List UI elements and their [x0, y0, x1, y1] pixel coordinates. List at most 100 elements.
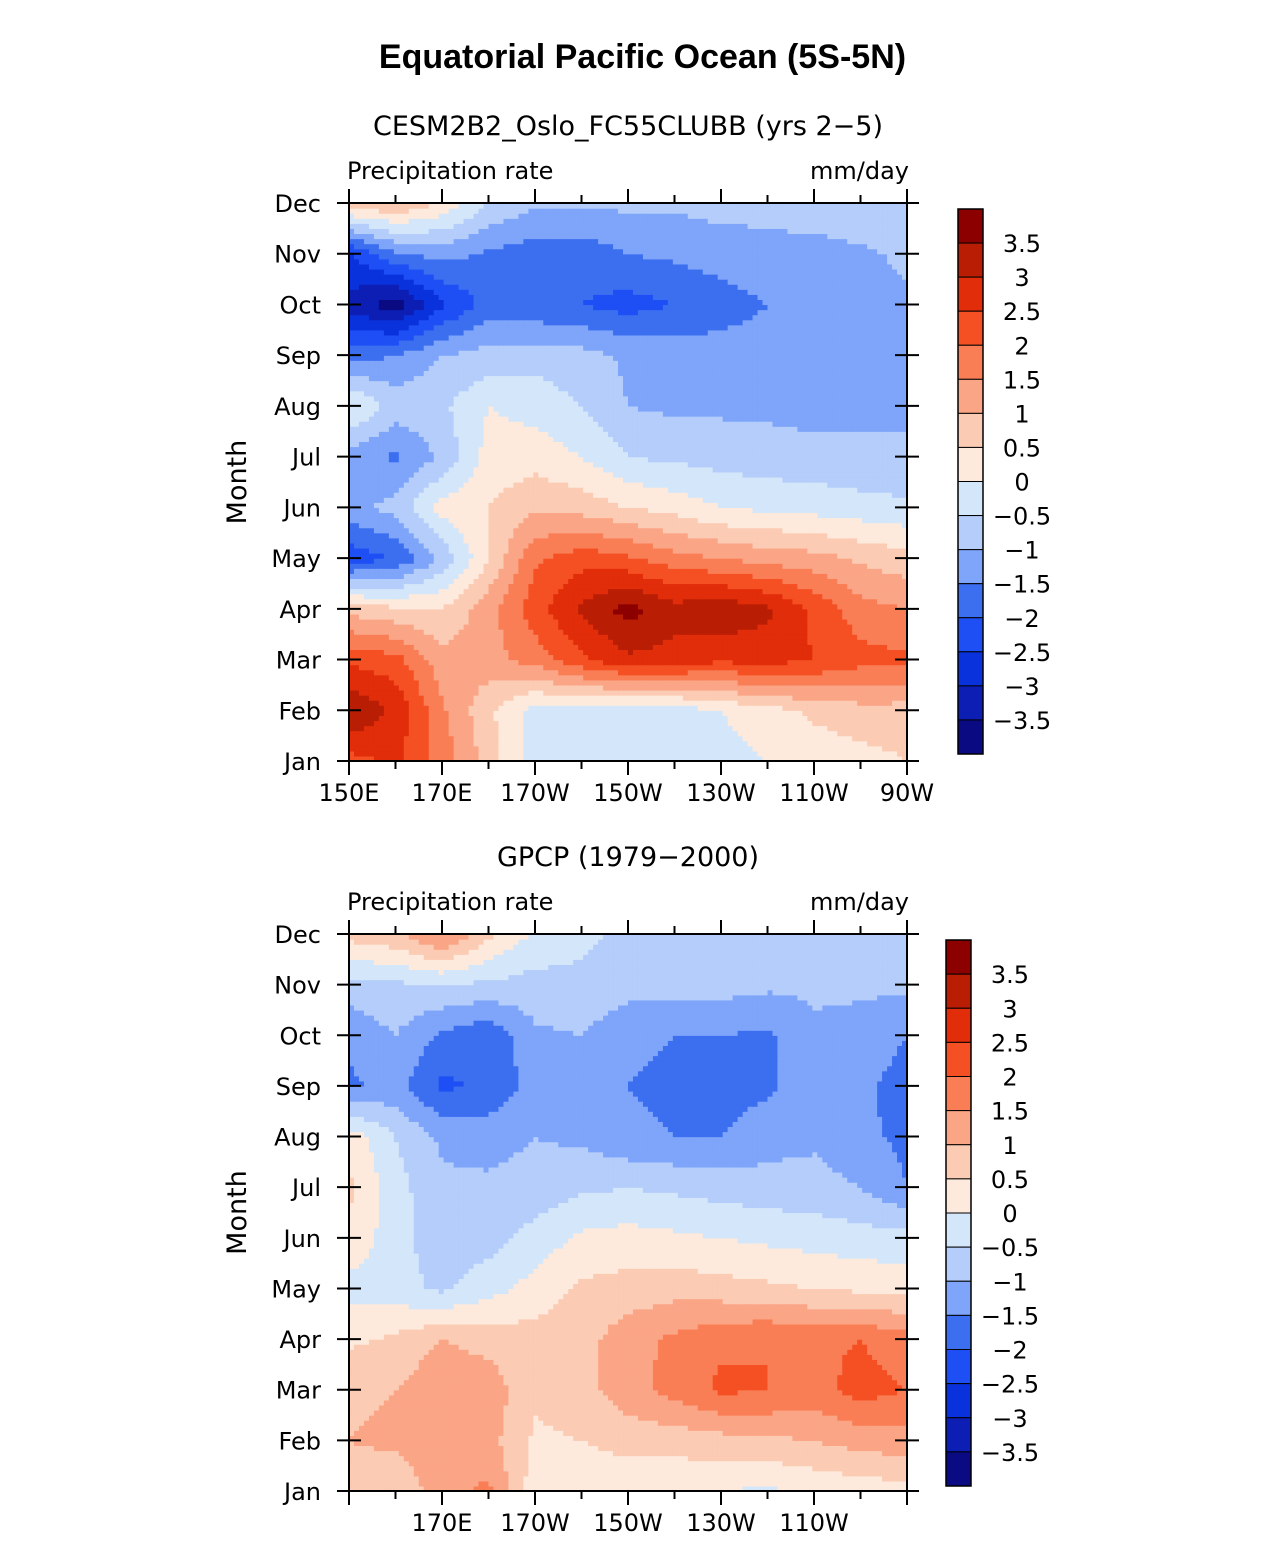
heat-cell	[438, 634, 445, 640]
heat-cell	[433, 618, 440, 625]
heat-cell	[737, 537, 744, 544]
heat-cell	[892, 684, 898, 691]
heat-cell	[807, 689, 813, 696]
heat-cell	[752, 669, 759, 676]
heat-cell	[697, 634, 704, 640]
heat-cell	[692, 618, 699, 625]
heat-cell	[468, 720, 475, 727]
heat-cell	[498, 705, 505, 711]
heat-cell	[712, 735, 719, 742]
heat-cell	[433, 563, 440, 569]
heat-cell	[528, 603, 534, 610]
heat-cell	[508, 553, 515, 559]
heat-cell	[433, 679, 440, 686]
heat-cell	[573, 654, 579, 661]
heat-cell	[747, 674, 754, 681]
heat-cell	[757, 750, 764, 757]
heat-cell	[767, 710, 774, 716]
heat-cell	[498, 588, 505, 595]
heat-cell	[762, 705, 769, 711]
heat-cell	[443, 654, 450, 661]
heat-cell	[598, 634, 604, 640]
heat-cell	[667, 568, 674, 574]
heat-cell	[418, 634, 425, 640]
heat-cell	[463, 684, 470, 691]
heat-cell	[707, 730, 714, 737]
heat-cell	[647, 664, 654, 671]
heat-cell	[363, 644, 370, 650]
heat-cell	[608, 669, 614, 676]
heat-cell	[797, 735, 803, 742]
heat-cell	[353, 710, 360, 716]
heat-cell	[632, 532, 639, 539]
heat-cell	[652, 700, 659, 706]
heat-cell	[513, 629, 519, 635]
heat-cell	[463, 568, 470, 574]
heat-cell	[687, 740, 694, 747]
heat-cell	[553, 634, 559, 640]
heat-cell	[363, 679, 370, 686]
heat-cell	[613, 755, 619, 762]
heat-cell	[717, 578, 724, 585]
heat-cell	[423, 695, 430, 701]
heat-cell	[642, 532, 649, 539]
heat-cell	[867, 608, 873, 615]
heat-cell	[752, 588, 759, 595]
heat-cell	[418, 598, 425, 605]
heat-cell	[453, 674, 460, 681]
heat-cell	[578, 705, 584, 711]
heat-cell	[837, 558, 843, 564]
heat-cell	[393, 679, 400, 686]
heat-cell	[662, 578, 669, 585]
heat-cell	[593, 735, 599, 742]
heat-cell	[647, 730, 654, 737]
heat-cell	[493, 578, 500, 585]
heat-cell	[488, 583, 495, 590]
heat-cell	[812, 725, 818, 732]
heat-cell	[787, 684, 794, 691]
heat-cell	[807, 725, 813, 732]
heat-cell	[722, 593, 729, 600]
heat-cell	[498, 689, 505, 696]
heat-cell	[737, 710, 744, 716]
heat-cell	[438, 593, 445, 600]
heat-cell	[408, 654, 415, 661]
heat-cell	[508, 613, 515, 620]
heat-cell	[508, 730, 515, 737]
heat-cell	[478, 618, 485, 625]
heat-cell	[363, 532, 370, 539]
heat-cell	[772, 634, 779, 640]
heat-cell	[573, 532, 579, 539]
heat-cell	[368, 755, 375, 762]
heat-cell	[563, 573, 569, 579]
heat-cell	[553, 644, 559, 650]
heat-cell	[388, 710, 395, 716]
heat-cell	[378, 532, 385, 539]
heat-cell	[558, 705, 564, 711]
heat-cell	[682, 735, 689, 742]
heat-cell	[628, 537, 634, 544]
heat-cell	[647, 547, 654, 554]
heat-cell	[393, 608, 400, 615]
heat-cell	[637, 598, 644, 605]
heat-cell	[553, 537, 559, 544]
heat-cell	[882, 629, 888, 635]
heat-cell	[368, 745, 375, 752]
heat-cell	[608, 532, 614, 539]
heat-cell	[418, 547, 425, 554]
heat-cell	[797, 659, 803, 666]
heat-cell	[583, 629, 589, 635]
heat-cell	[618, 598, 624, 605]
heat-cell	[782, 715, 789, 722]
heat-cell	[503, 755, 510, 762]
heat-cell	[757, 745, 764, 752]
heat-cell	[867, 695, 873, 701]
heat-cell	[543, 537, 549, 544]
heat-cell	[677, 644, 684, 650]
heat-cell	[538, 705, 544, 711]
heat-cell	[523, 654, 529, 661]
heat-cell	[872, 644, 878, 650]
heat-cell	[403, 649, 410, 656]
heat-cell	[528, 573, 534, 579]
heat-cell	[647, 720, 654, 727]
